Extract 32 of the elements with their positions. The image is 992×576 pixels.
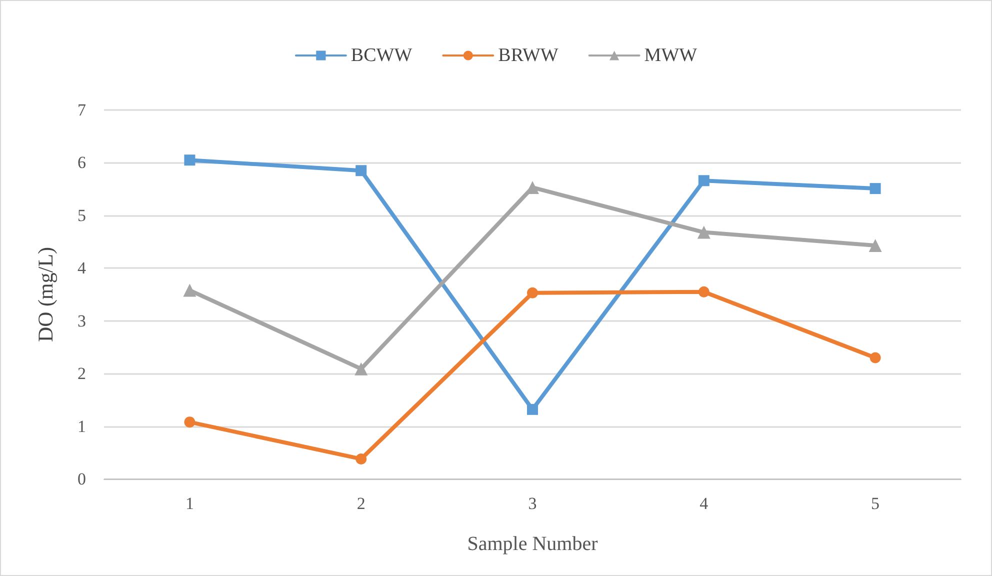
point xyxy=(354,362,368,376)
x-tick-label: 2 xyxy=(356,494,366,513)
y-tick-label: 2 xyxy=(78,364,86,384)
point xyxy=(698,175,710,186)
point xyxy=(183,284,196,297)
legend-label: BCWW xyxy=(350,45,412,66)
point xyxy=(527,287,538,298)
y-tick-label: 0 xyxy=(78,470,86,488)
point xyxy=(870,352,881,364)
point xyxy=(356,453,367,464)
x-tick-label: 4 xyxy=(700,494,709,513)
y-tick-label: 3 xyxy=(78,311,86,330)
point xyxy=(356,165,367,176)
y-tick-label: 6 xyxy=(78,153,86,172)
y-tick-label: 7 xyxy=(78,100,86,120)
y-tick-label: 4 xyxy=(78,258,86,278)
x-axis-title: Sample Number xyxy=(467,533,598,555)
x-tick-label: 3 xyxy=(528,494,537,513)
point xyxy=(527,404,538,415)
point xyxy=(698,286,710,298)
x-tick-label: 5 xyxy=(871,494,880,513)
y-axis-title: DO (mg/L) xyxy=(34,246,58,342)
y-tick-label: 1 xyxy=(78,416,86,436)
legend-label: BRWW xyxy=(498,45,558,66)
point xyxy=(870,183,881,194)
point xyxy=(184,416,196,428)
x-tick-label: 1 xyxy=(185,494,194,513)
point xyxy=(868,238,882,252)
y-tick-label: 5 xyxy=(78,206,86,225)
legend-label: MWW xyxy=(644,45,698,66)
point xyxy=(184,154,196,166)
point xyxy=(697,226,710,239)
